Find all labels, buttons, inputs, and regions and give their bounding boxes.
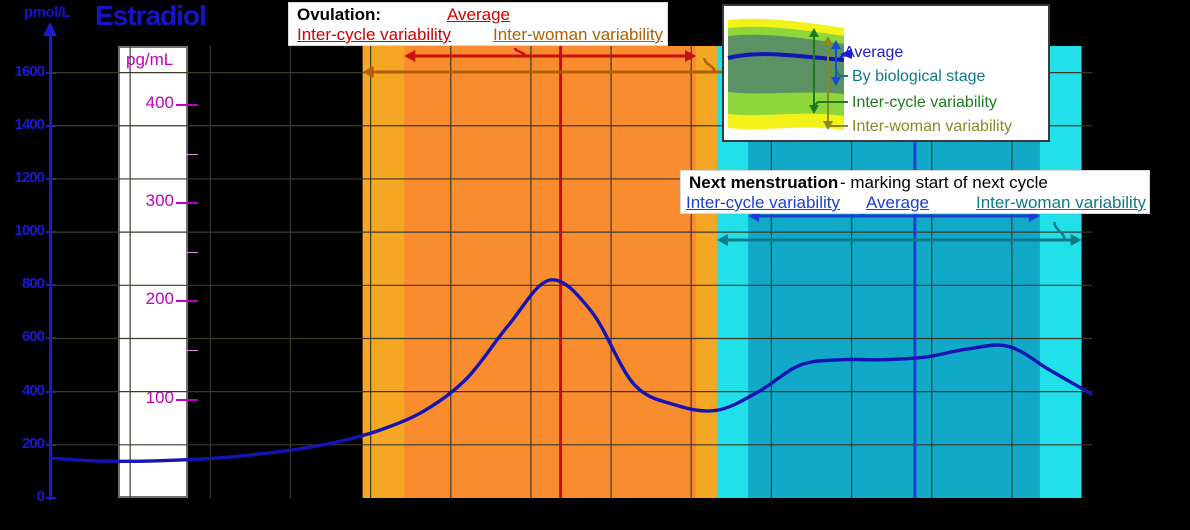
secondary-axis-minor-tick xyxy=(186,350,198,352)
secondary-axis-tick xyxy=(176,103,198,106)
y-axis-line xyxy=(49,30,52,500)
menstruation-subheading: - marking start of next cycle xyxy=(840,173,1048,192)
ovulation-heading: Ovulation: xyxy=(297,5,382,24)
y-axis-tick-label: 400 xyxy=(21,381,45,399)
y-axis-tick-label: 1400 xyxy=(14,115,45,133)
secondary-axis-minor-tick xyxy=(186,153,198,155)
brace-connector xyxy=(513,47,527,57)
y-axis-unit-label: pmol/L xyxy=(24,4,71,21)
ovulation-window-inner xyxy=(404,46,697,498)
y-axis-arrow-icon xyxy=(43,22,57,36)
legend-measure-arrow xyxy=(831,40,841,86)
legend-average-arrowhead xyxy=(840,49,852,59)
legend-item-average: Average xyxy=(844,44,904,61)
brace-connector xyxy=(703,57,716,73)
y-axis-tick-label: 800 xyxy=(21,275,45,293)
menstruation-inter-woman-label: Inter-woman variability xyxy=(976,193,1147,212)
secondary-axis-tick-label: 100 xyxy=(145,387,174,407)
ovulation-inter-woman-label: Inter-woman variability xyxy=(493,25,664,44)
y-axis-tick-label: 0 xyxy=(36,488,45,505)
legend-leader-line xyxy=(813,101,848,107)
menstruation-heading: Next menstruation xyxy=(689,173,839,192)
secondary-axis-unit-label: pg/mL xyxy=(126,50,174,69)
legend-box: Average By biological stage Inter-cycle … xyxy=(722,4,1050,142)
menstruation-inter-cycle-label: Inter-cycle variability xyxy=(686,193,840,212)
span-arrow xyxy=(404,50,697,62)
legend-measure-arrow xyxy=(809,28,819,114)
secondary-axis-minor-tick xyxy=(186,251,198,253)
ovulation-inter-cycle-label: Inter-cycle variability xyxy=(297,25,451,44)
y-axis-tick-label: 1600 xyxy=(14,62,45,80)
average-estradiol-line xyxy=(50,278,1092,464)
brace-connector xyxy=(1053,221,1066,241)
legend-item-inter-cycle: Inter-cycle variability xyxy=(852,94,997,111)
y-axis-tick-label: 200 xyxy=(21,434,45,452)
secondary-axis-tick xyxy=(176,202,198,205)
legend-leader-line xyxy=(835,69,848,77)
secondary-axis-tick-label: 400 xyxy=(145,92,174,112)
ovulation-average-label: Average xyxy=(447,5,511,24)
secondary-axis-tick-label: 200 xyxy=(145,289,174,309)
secondary-axis-tick xyxy=(176,398,198,401)
menstruation-average-label: Average xyxy=(866,193,930,212)
secondary-axis-tick-label: 300 xyxy=(145,191,174,211)
chart-title: Estradiol xyxy=(95,0,207,31)
secondary-axis-tick xyxy=(176,300,198,303)
menstruation-annotation-box: Next menstruation - marking start of nex… xyxy=(680,170,1150,214)
span-arrow xyxy=(716,234,1082,246)
y-axis-tick xyxy=(46,497,56,499)
legend-mini-chart xyxy=(724,6,1048,140)
y-axis-tick-label: 1200 xyxy=(14,168,45,186)
legend-item-inter-woman: Inter-woman variability xyxy=(852,118,1013,135)
y-axis-tick-label: 1000 xyxy=(14,222,45,240)
legend-item-biological-stage: By biological stage xyxy=(852,68,986,85)
y-axis-tick-label: 600 xyxy=(21,328,45,346)
ovulation-annotation-box: Ovulation: Average Inter-cycle variabili… xyxy=(288,2,668,46)
